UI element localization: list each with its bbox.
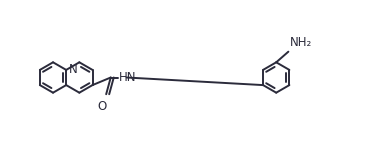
Text: NH₂: NH₂ [290, 36, 312, 49]
Text: N: N [68, 63, 77, 76]
Text: O: O [98, 100, 107, 113]
Text: HN: HN [119, 71, 137, 84]
